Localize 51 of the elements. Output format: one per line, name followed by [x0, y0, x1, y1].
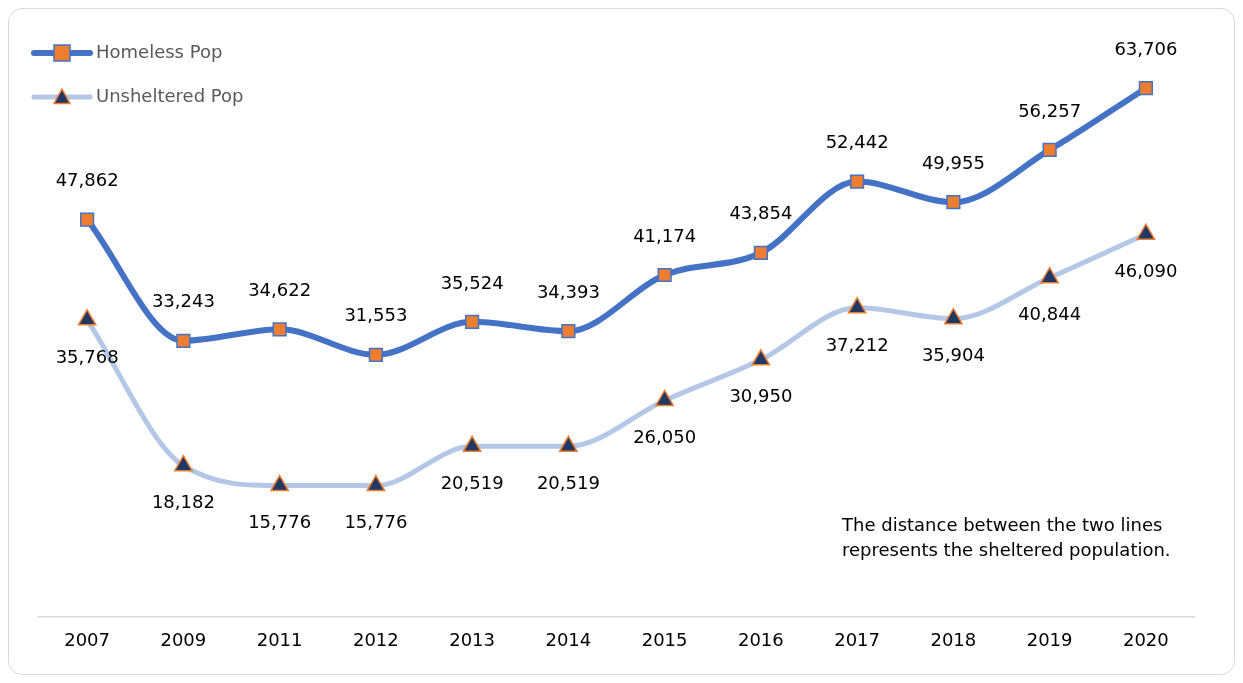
- data-label: 49,955: [921, 151, 985, 173]
- data-label: 35,524: [440, 271, 504, 293]
- x-tick-label: 2019: [1026, 628, 1073, 650]
- legend-label: Homeless Pop: [96, 40, 223, 62]
- data-label: 52,442: [825, 131, 889, 153]
- data-label: 15,776: [344, 511, 408, 533]
- data-label: 33,243: [151, 290, 215, 312]
- point: [176, 333, 191, 348]
- point: [657, 267, 672, 283]
- data-label: 15,776: [248, 511, 312, 533]
- data-label: 43,854: [729, 202, 793, 224]
- text: The distance between the two lines represents the sheltered population.: [841, 514, 1171, 561]
- x-tick-label: 2015: [641, 628, 688, 650]
- data-label: 47,862: [55, 169, 119, 191]
- x-tick-label: 2020: [1122, 628, 1169, 650]
- data-label: 46,090: [1114, 259, 1178, 281]
- point: [368, 347, 383, 362]
- data-label: 20,519: [536, 471, 600, 493]
- data-label: 35,904: [921, 344, 985, 366]
- point: [850, 174, 865, 189]
- data-label: 37,212: [825, 333, 889, 355]
- x-tick-label: 2018: [930, 628, 977, 650]
- x-tick-label: 2011: [256, 628, 303, 650]
- data-label: 34,393: [536, 280, 600, 302]
- data-label: 63,706: [1114, 37, 1178, 59]
- data-label: 31,553: [344, 304, 408, 326]
- data-label: 35,768: [55, 345, 119, 367]
- data-label: 18,182: [151, 491, 215, 513]
- x-tick-label: 2009: [160, 628, 207, 650]
- point: [272, 322, 287, 337]
- x-tick-label: 2016: [737, 628, 784, 650]
- x-tick-label: 2014: [545, 628, 592, 650]
- point: [1042, 142, 1057, 158]
- point: [80, 212, 95, 227]
- x-tick-label: 2012: [352, 628, 399, 650]
- point: [753, 245, 768, 260]
- point: [946, 195, 961, 210]
- data-label: 20,519: [440, 471, 504, 493]
- x-tick-label: 2013: [449, 628, 496, 650]
- data-label: 26,050: [633, 426, 697, 448]
- point: [561, 324, 576, 339]
- data-label: 56,257: [1018, 99, 1082, 121]
- data-label: 30,950: [729, 385, 793, 407]
- point: [465, 314, 480, 329]
- point: [1138, 81, 1153, 96]
- data-label: 34,622: [248, 279, 312, 301]
- x-tick-label: 2017: [834, 628, 881, 650]
- data-label: 40,844: [1018, 303, 1082, 325]
- data-label: 41,174: [633, 224, 697, 246]
- legend-label: Unsheltered Pop: [96, 84, 244, 106]
- x-tick-label: 2007: [64, 628, 111, 650]
